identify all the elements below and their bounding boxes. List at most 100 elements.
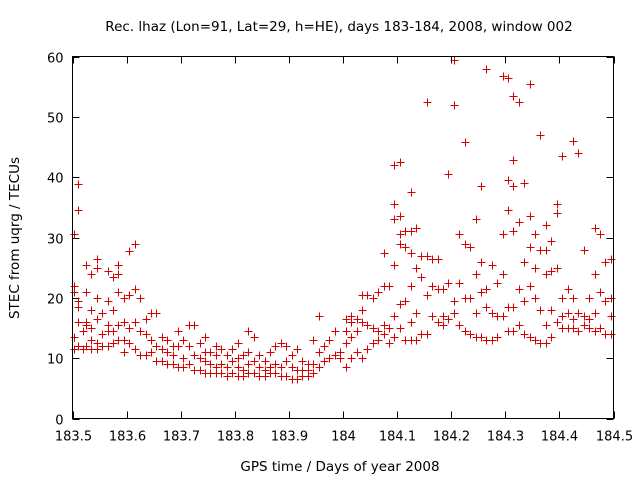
data-point: [179, 363, 188, 372]
data-point: [87, 324, 96, 333]
data-point: [477, 258, 486, 267]
data-point: [488, 261, 497, 270]
data-point: [607, 255, 616, 264]
data-point: [390, 333, 399, 342]
data-point: [309, 369, 318, 378]
data-point: [342, 339, 351, 348]
data-point: [369, 339, 378, 348]
data-point: [82, 288, 91, 297]
data-point: [385, 324, 394, 333]
data-point: [244, 360, 253, 369]
data-point: [315, 348, 324, 357]
data-point: [380, 321, 389, 330]
data-point: [363, 291, 372, 300]
data-point: [526, 333, 535, 342]
data-point: [131, 318, 140, 327]
data-point: [282, 357, 291, 366]
data-point: [363, 321, 372, 330]
data-point: [223, 351, 232, 360]
data-point: [607, 312, 616, 321]
data-point: [396, 212, 405, 221]
data-point: [163, 348, 172, 357]
plot-frame: [72, 56, 614, 419]
data-point: [515, 218, 524, 227]
data-point: [482, 65, 491, 74]
data-point: [70, 230, 79, 239]
data-point: [185, 342, 194, 351]
data-point: [591, 327, 600, 336]
y-axis-label: STEC from uqrg / TECUs: [7, 157, 23, 319]
x-tick-label: 183.5: [55, 430, 92, 445]
data-point: [74, 318, 83, 327]
data-point: [87, 336, 96, 345]
data-point: [401, 243, 410, 252]
data-point: [131, 345, 140, 354]
data-point: [325, 336, 334, 345]
data-point: [206, 360, 215, 369]
data-point: [93, 294, 102, 303]
data-point: [547, 267, 556, 276]
data-point: [109, 327, 118, 336]
data-point: [564, 309, 573, 318]
data-point: [509, 327, 518, 336]
data-point: [120, 348, 129, 357]
data-point: [423, 330, 432, 339]
data-point: [520, 179, 529, 188]
data-point: [569, 315, 578, 324]
data-point: [120, 336, 129, 345]
data-point: [407, 282, 416, 291]
data-point: [380, 249, 389, 258]
data-point: [444, 279, 453, 288]
data-point: [271, 360, 280, 369]
data-point: [174, 342, 183, 351]
data-point: [450, 101, 459, 110]
data-point: [526, 212, 535, 221]
data-point: [542, 339, 551, 348]
data-point: [142, 315, 151, 324]
data-point: [185, 360, 194, 369]
data-point: [444, 315, 453, 324]
data-point: [580, 312, 589, 321]
data-point: [158, 357, 167, 366]
data-point: [331, 327, 340, 336]
data-point: [450, 56, 459, 65]
data-point: [93, 345, 102, 354]
x-tick-label: 183.9: [271, 430, 308, 445]
data-point: [493, 279, 502, 288]
data-point: [526, 243, 535, 252]
x-tick-label: 184.5: [596, 430, 633, 445]
data-point: [309, 336, 318, 345]
data-point: [131, 240, 140, 249]
x-tick-label: 183.7: [163, 430, 200, 445]
data-point: [353, 315, 362, 324]
data-point: [169, 360, 178, 369]
data-point: [401, 297, 410, 306]
data-point: [282, 372, 291, 381]
data-point: [223, 363, 232, 372]
data-point: [439, 321, 448, 330]
data-point: [412, 309, 421, 318]
data-point: [347, 333, 356, 342]
data-point: [250, 357, 259, 366]
data-point: [358, 318, 367, 327]
data-point: [315, 363, 324, 372]
data-point: [163, 336, 172, 345]
data-point: [553, 318, 562, 327]
axis-ticks: 183.5 183.6 183.7 183.8 183.9 184 184.1 184.2 18…: [47, 52, 633, 445]
data-point: [477, 333, 486, 342]
data-point: [277, 363, 286, 372]
data-point: [320, 357, 329, 366]
data-point: [228, 345, 237, 354]
data-point: [607, 330, 616, 339]
data-point: [169, 351, 178, 360]
data-point: [493, 333, 502, 342]
data-point: [407, 227, 416, 236]
data-point: [531, 336, 540, 345]
data-point: [596, 230, 605, 239]
data-point: [477, 182, 486, 191]
data-point: [288, 363, 297, 372]
data-point: [347, 354, 356, 363]
data-point: [196, 354, 205, 363]
data-point: [466, 330, 475, 339]
